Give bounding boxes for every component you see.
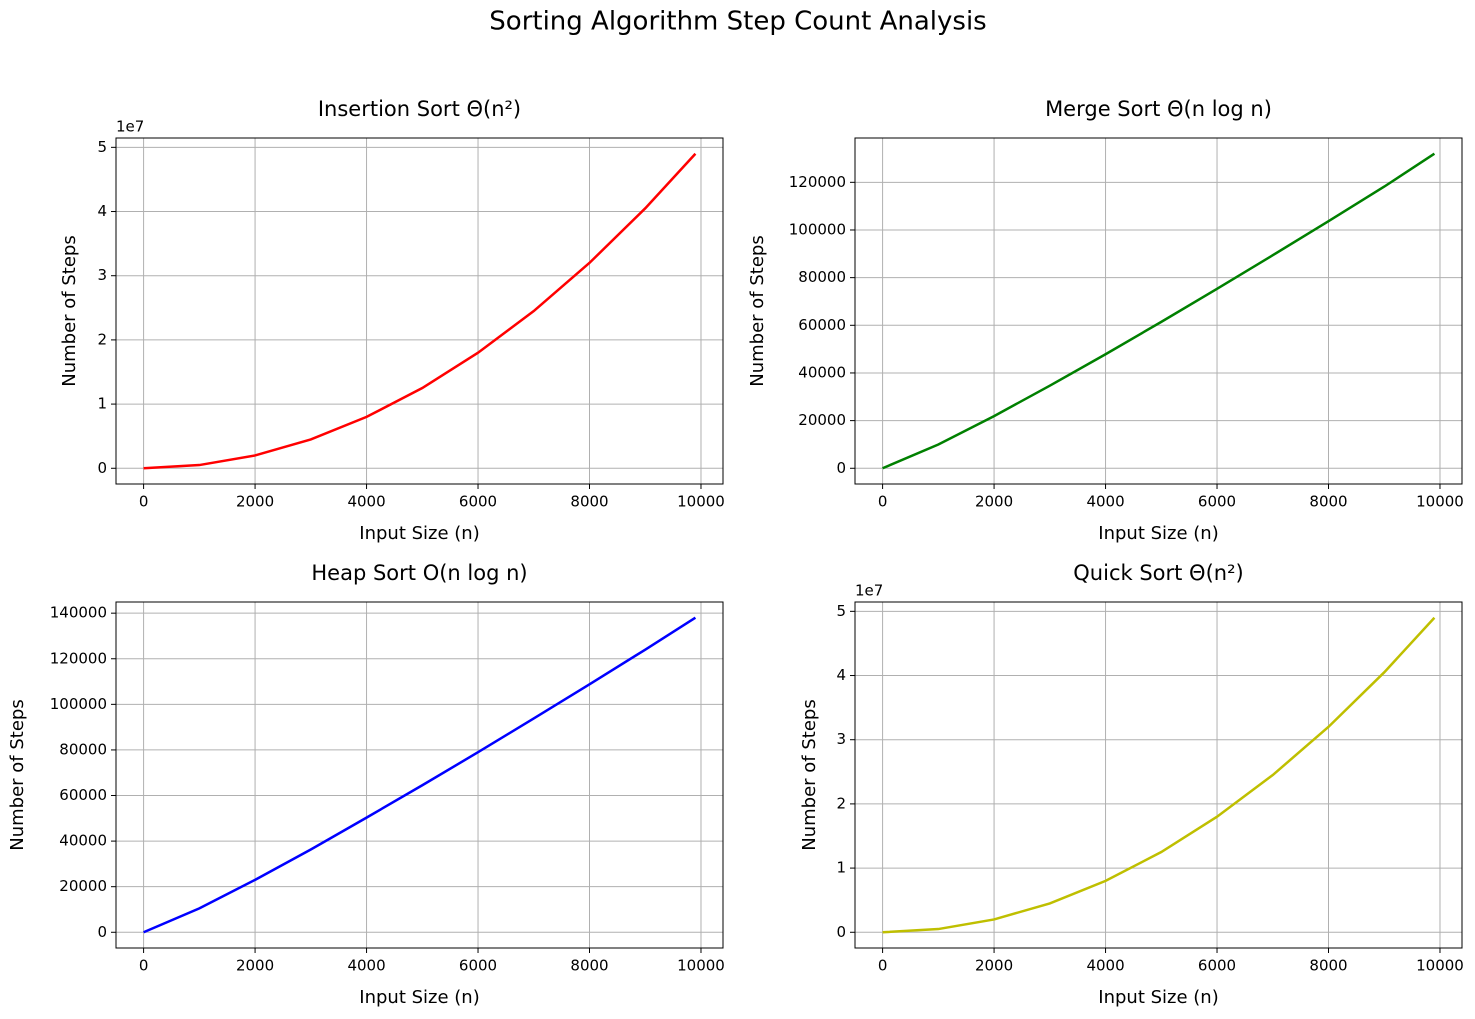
x-tick-label: 0 [878, 957, 888, 975]
subplot-title: Insertion Sort Θ(n²) [318, 97, 521, 121]
y-tick-label: 3 [97, 266, 107, 284]
x-tick-label: 8000 [1309, 493, 1347, 511]
y-tick-label: 5 [836, 602, 846, 620]
y-tick-label: 2 [836, 794, 846, 812]
subplot-title: Merge Sort Θ(n log n) [1045, 97, 1272, 121]
y-tick-label: 40000 [798, 363, 846, 381]
x-axis-label: Input Size (n) [359, 523, 479, 544]
y-tick-label: 0 [97, 459, 107, 477]
line-series [882, 616, 1436, 934]
subplot-title: Heap Sort O(n log n) [311, 561, 527, 585]
y-tick-label: 120000 [789, 173, 846, 191]
y-tick-label: 100000 [50, 695, 107, 713]
y-tick-label: 100000 [789, 220, 846, 238]
x-tick-label: 0 [878, 493, 888, 511]
x-tick-label: 8000 [1309, 957, 1347, 975]
y-tick-label: 80000 [798, 268, 846, 286]
x-tick-label: 2000 [975, 957, 1013, 975]
axes-frame [115, 137, 724, 485]
x-tick-label: 2000 [236, 957, 274, 975]
x-axis-label: Input Size (n) [359, 987, 479, 1008]
x-tick-label: 4000 [1086, 957, 1124, 975]
y-tick-label: 3 [836, 730, 846, 748]
x-tick-label: 2000 [975, 493, 1013, 511]
y-tick-label: 0 [836, 459, 846, 477]
axes-frame [854, 137, 1463, 485]
y-tick-label: 20000 [59, 877, 107, 895]
y-tick-label: 120000 [50, 649, 107, 667]
y-tick-label: 80000 [59, 740, 107, 758]
y-offset-label: 1e7 [116, 118, 144, 136]
y-offset-label: 1e7 [855, 582, 883, 600]
x-tick-label: 6000 [1198, 493, 1236, 511]
x-tick-label: 6000 [459, 957, 497, 975]
y-tick-label: 20000 [798, 411, 846, 429]
y-tick-label: 1 [97, 395, 107, 413]
x-tick-label: 10000 [677, 493, 725, 511]
y-tick-label: 2 [97, 330, 107, 348]
y-tick-label: 0 [836, 923, 846, 941]
x-tick-label: 2000 [236, 493, 274, 511]
x-tick-label: 10000 [677, 957, 725, 975]
x-tick-label: 0 [139, 493, 149, 511]
y-tick-label: 5 [97, 138, 107, 156]
y-tick-label: 4 [836, 666, 846, 684]
y-tick-label: 4 [97, 202, 107, 220]
x-tick-label: 0 [139, 957, 149, 975]
y-tick-label: 0 [97, 923, 107, 941]
x-tick-label: 10000 [1416, 957, 1464, 975]
line-series [882, 152, 1436, 470]
axes-frame [854, 601, 1463, 949]
x-tick-label: 8000 [570, 493, 608, 511]
x-tick-label: 6000 [1198, 957, 1236, 975]
x-tick-label: 8000 [570, 957, 608, 975]
x-tick-label: 10000 [1416, 493, 1464, 511]
x-tick-label: 4000 [347, 957, 385, 975]
figure-title: Sorting Algorithm Step Count Analysis [489, 7, 986, 37]
axes-frame [115, 601, 724, 949]
y-tick-label: 1 [836, 859, 846, 877]
x-tick-label: 6000 [459, 493, 497, 511]
x-axis-label: Input Size (n) [1098, 987, 1218, 1008]
y-axis-label: Number of Steps [747, 235, 768, 386]
y-axis-label: Number of Steps [7, 699, 28, 850]
y-tick-label: 60000 [59, 786, 107, 804]
y-tick-label: 140000 [50, 604, 107, 622]
x-tick-label: 4000 [347, 493, 385, 511]
line-series [143, 616, 697, 934]
y-axis-label: Number of Steps [59, 235, 80, 386]
y-axis-label: Number of Steps [799, 699, 820, 850]
x-axis-label: Input Size (n) [1098, 523, 1218, 544]
y-tick-label: 40000 [59, 832, 107, 850]
line-series [143, 152, 697, 470]
y-tick-label: 60000 [798, 316, 846, 334]
subplot-title: Quick Sort Θ(n²) [1073, 561, 1243, 585]
x-tick-label: 4000 [1086, 493, 1124, 511]
